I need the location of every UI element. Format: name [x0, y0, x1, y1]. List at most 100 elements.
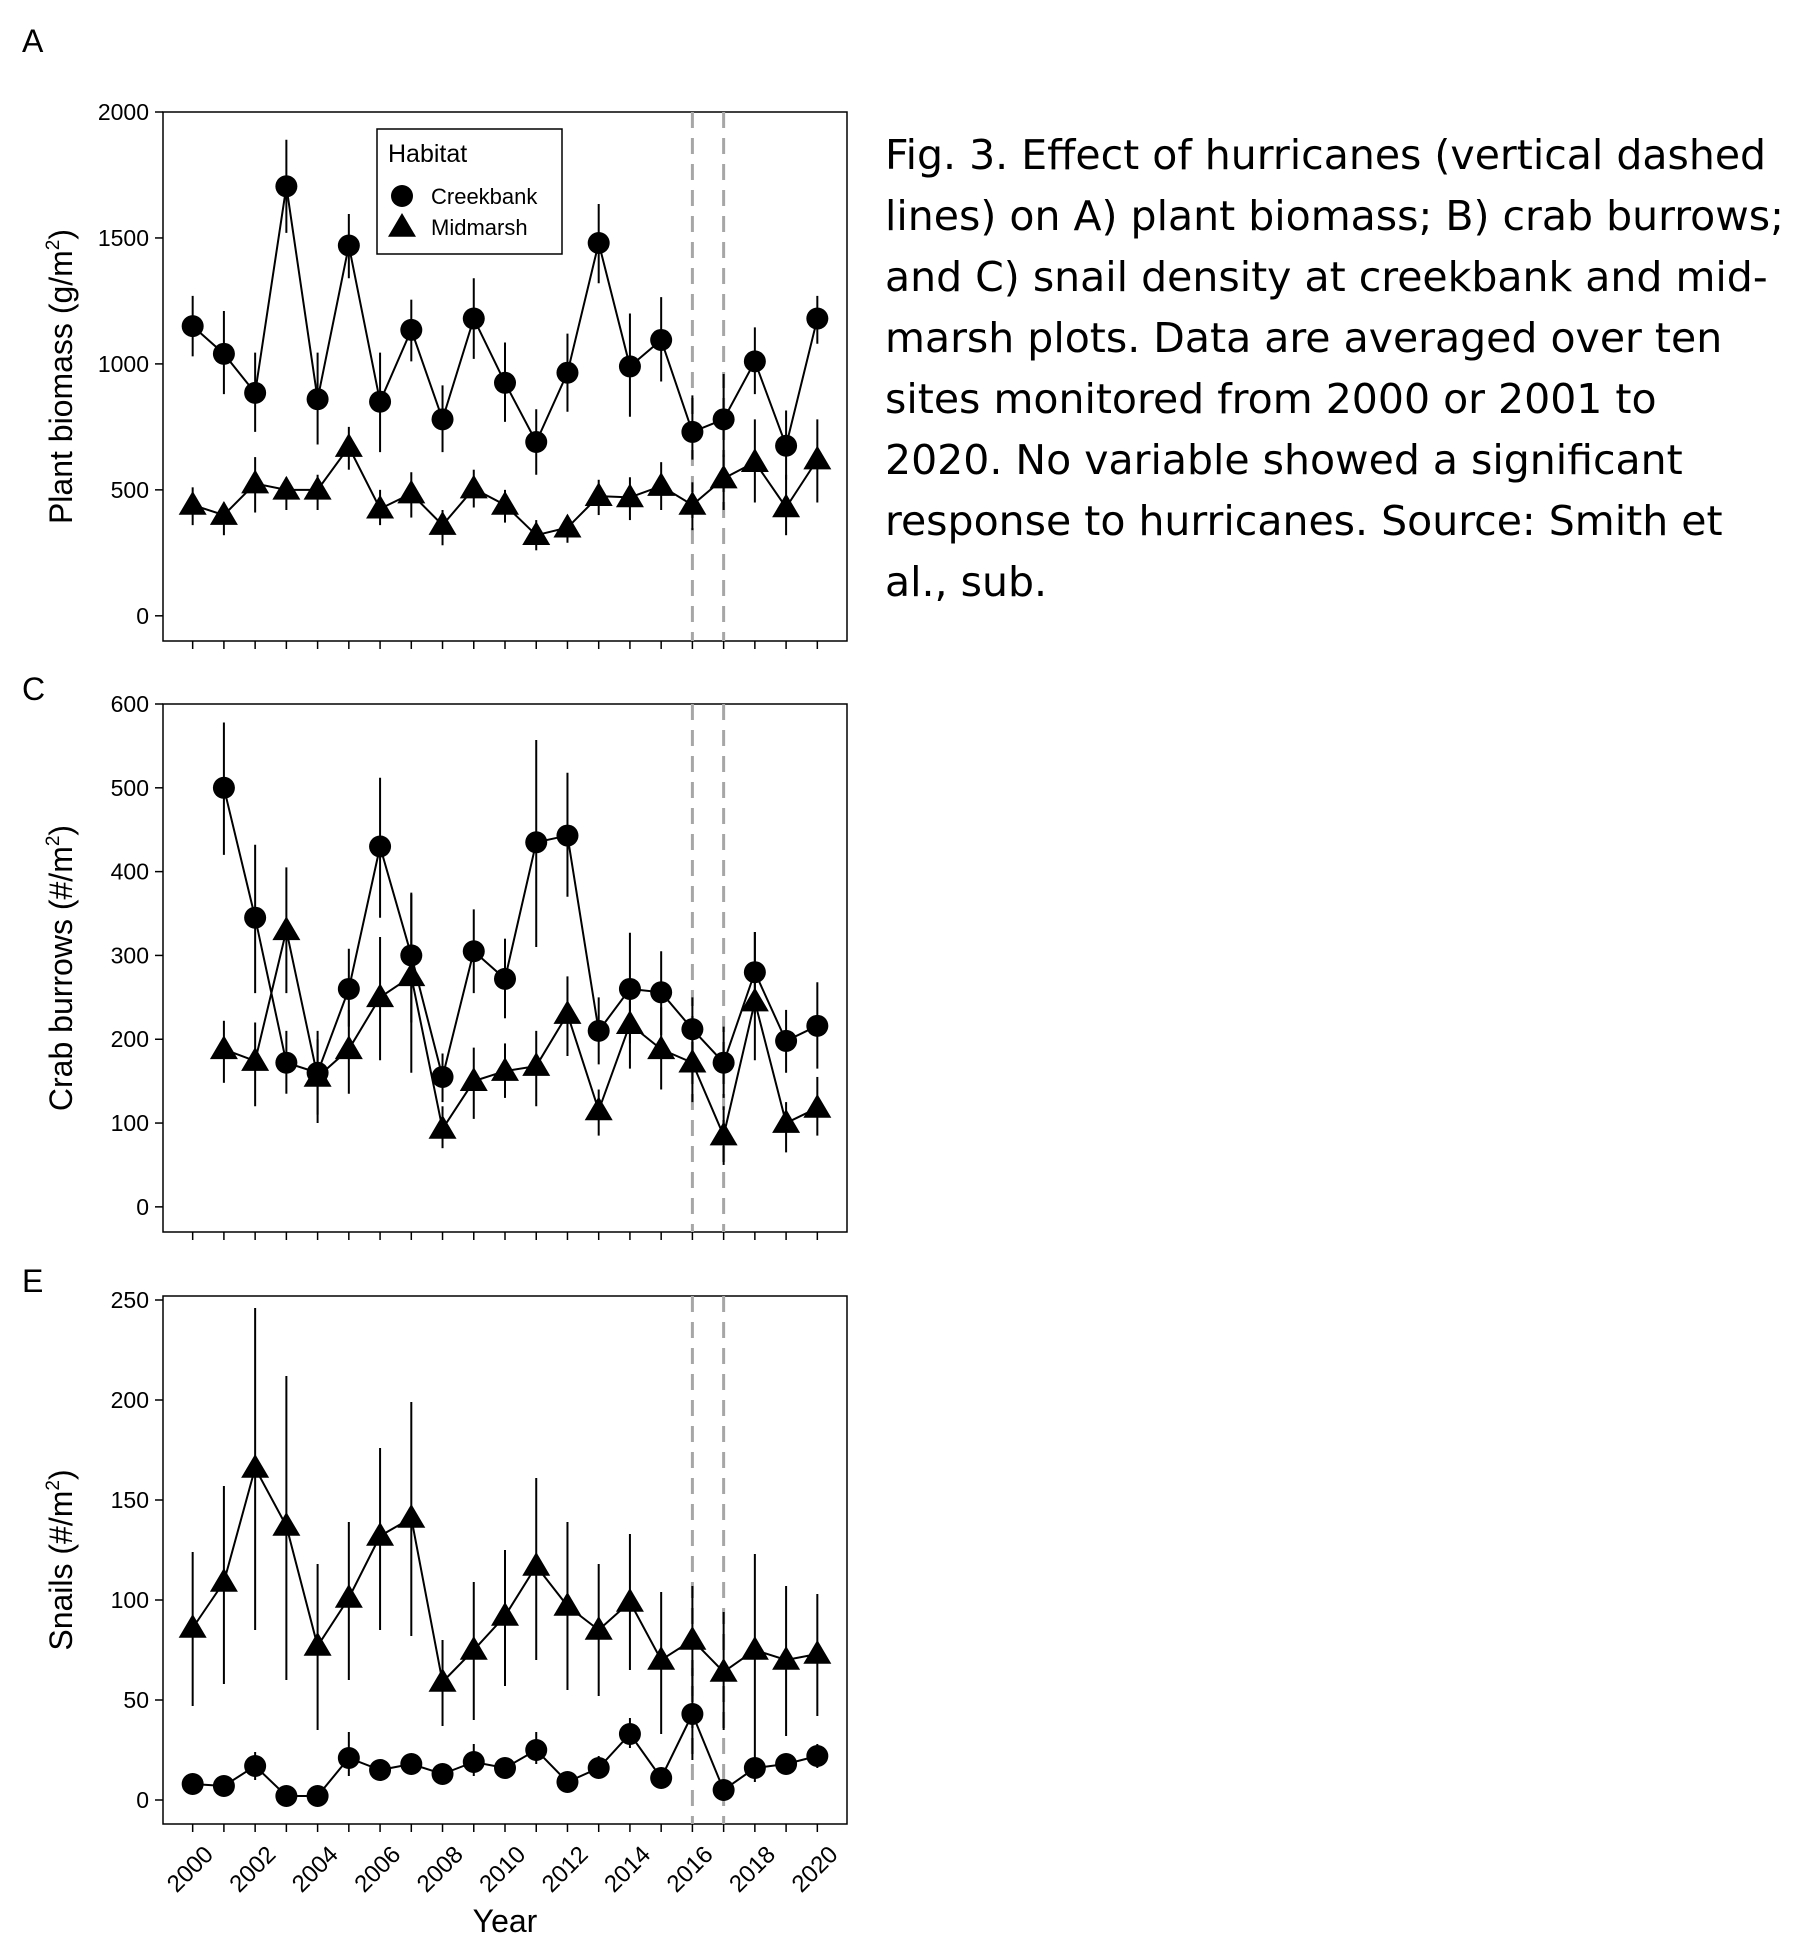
data-point	[306, 388, 329, 411]
data-point	[491, 1057, 519, 1081]
data-point	[303, 1632, 332, 1656]
data-point	[740, 448, 769, 472]
data-point	[709, 1121, 738, 1146]
figure-caption: Fig. 3. Effect of hurricanes (vertical d…	[885, 131, 1784, 606]
data-point	[209, 1568, 238, 1592]
data-point	[618, 355, 641, 378]
x-tick-label: 2006	[349, 1841, 406, 1898]
data-point	[743, 1757, 766, 1779]
panel-c: C 0 100 200 300 400 500 600 Crab burrows (#/m2)	[22, 671, 848, 1240]
data-point	[803, 445, 832, 470]
data-point	[615, 483, 644, 508]
data-point	[400, 1753, 423, 1775]
data-point	[181, 315, 204, 338]
data-point	[369, 390, 392, 413]
data-point	[553, 1592, 582, 1616]
y-tick-label: 0	[136, 1194, 149, 1220]
y-tick-label: 2000	[98, 99, 149, 125]
y-axis-title-text: Snails (#/m	[43, 1491, 79, 1651]
y-axis-title-superscript: 2	[43, 836, 64, 847]
data-point	[366, 1522, 395, 1546]
series-midmarsh	[178, 419, 832, 551]
data-point	[806, 1745, 829, 1767]
data-point	[337, 234, 360, 257]
series-creekbank	[212, 722, 829, 1115]
data-point	[525, 1739, 548, 1761]
y-tick-label: 200	[111, 1387, 149, 1413]
y-axis-title-superscript: 2	[43, 1480, 64, 1491]
data-point	[584, 1616, 613, 1640]
x-tick-label: 2018	[724, 1841, 781, 1898]
data-point	[772, 493, 801, 518]
data-point	[525, 430, 548, 453]
y-axis-title: Snails (#/m2)	[43, 1469, 79, 1650]
data-point	[491, 490, 519, 515]
data-point	[303, 1062, 332, 1087]
data-point	[553, 1000, 582, 1024]
data-point	[681, 420, 704, 443]
data-point	[806, 1014, 829, 1037]
x-tick-label: 2014	[599, 1841, 656, 1898]
series-midmarsh	[178, 1308, 832, 1750]
data-point	[647, 1646, 676, 1670]
data-point	[494, 967, 516, 990]
y-tick-label: 200	[111, 1026, 149, 1052]
data-point	[553, 513, 582, 538]
data-point	[334, 433, 363, 457]
series-creekbank	[181, 1668, 829, 1807]
y-tick-label: 100	[111, 1110, 149, 1136]
data-point	[522, 1552, 551, 1576]
data-point	[522, 521, 551, 545]
y-tick-label: 400	[111, 859, 149, 885]
data-point	[803, 1093, 832, 1118]
data-point	[462, 307, 485, 330]
data-point	[272, 475, 301, 500]
panel-letter: E	[22, 1263, 43, 1299]
data-point	[431, 408, 454, 431]
data-point	[303, 475, 332, 500]
data-point	[462, 1751, 485, 1773]
panel-letter: A	[22, 23, 44, 59]
data-point	[244, 906, 267, 929]
data-point	[212, 1775, 235, 1797]
data-point	[678, 490, 707, 515]
data-point	[647, 472, 676, 496]
legend-label: Midmarsh	[431, 215, 528, 240]
data-point	[428, 1668, 457, 1692]
x-tick-label: 2016	[662, 1841, 719, 1898]
y-axis-title-end: )	[43, 1469, 79, 1480]
data-point	[212, 776, 235, 799]
x-axis-title: Year	[473, 1903, 538, 1939]
data-point	[397, 1504, 426, 1528]
data-point	[712, 1051, 735, 1074]
y-axis-title-end: )	[43, 825, 79, 836]
y-axis-title-text: Crab burrows (#/m	[43, 846, 79, 1111]
data-point	[209, 501, 238, 525]
data-point	[397, 479, 426, 504]
series-midmarsh	[209, 867, 832, 1165]
x-tick-label: 2004	[287, 1841, 344, 1898]
legend-marker-triangle	[388, 213, 416, 237]
data-point	[712, 1779, 735, 1801]
data-point	[678, 1626, 707, 1650]
panel-letter: C	[22, 671, 45, 707]
y-tick-label: 150	[111, 1487, 149, 1513]
data-point	[272, 916, 301, 941]
data-point	[366, 983, 395, 1008]
data-point	[306, 1785, 329, 1807]
series-line	[222, 787, 818, 1078]
data-point	[275, 1785, 298, 1807]
data-point	[618, 1723, 641, 1745]
data-point	[772, 1646, 801, 1670]
data-point	[244, 1755, 267, 1777]
legend-label: Creekbank	[431, 184, 538, 209]
data-point	[650, 1767, 673, 1789]
data-point	[494, 1757, 516, 1779]
data-point	[740, 1636, 769, 1660]
data-point	[712, 408, 735, 431]
data-point	[491, 1602, 519, 1626]
data-point	[178, 490, 207, 515]
data-point	[366, 494, 395, 519]
data-point	[275, 175, 298, 198]
